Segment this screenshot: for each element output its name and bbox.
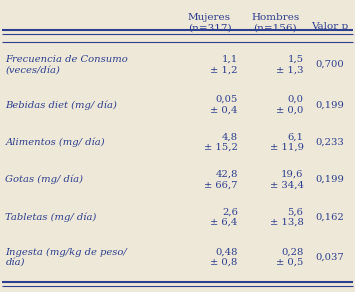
Text: 0,700: 0,700: [316, 60, 344, 69]
Text: 19,6
± 34,4: 19,6 ± 34,4: [269, 170, 304, 189]
Text: 1,5
± 1,3: 1,5 ± 1,3: [276, 55, 304, 74]
Text: Frecuencia de Consumo
(veces/día): Frecuencia de Consumo (veces/día): [5, 55, 128, 74]
Text: Alimentos (mg/ día): Alimentos (mg/ día): [5, 138, 105, 147]
Text: 0,05
± 0,4: 0,05 ± 0,4: [211, 95, 238, 114]
Text: Valor p: Valor p: [312, 22, 349, 31]
Text: Ingesta (mg/kg de peso/
día): Ingesta (mg/kg de peso/ día): [5, 248, 127, 267]
Text: 1,1
± 1,2: 1,1 ± 1,2: [211, 55, 238, 74]
Text: 0,0
± 0,0: 0,0 ± 0,0: [276, 95, 304, 114]
Text: 0,162: 0,162: [316, 213, 344, 221]
Text: 0,037: 0,037: [316, 253, 344, 262]
Text: Mujeres
(n=317): Mujeres (n=317): [188, 13, 231, 32]
Text: 42,8
± 66,7: 42,8 ± 66,7: [204, 170, 238, 189]
Text: 0,48
± 0,8: 0,48 ± 0,8: [211, 248, 238, 267]
Text: 4,8
± 15,2: 4,8 ± 15,2: [204, 133, 238, 152]
Text: 0,233: 0,233: [316, 138, 344, 147]
Text: 0,199: 0,199: [316, 175, 345, 184]
Text: Bebidas diet (mg/ día): Bebidas diet (mg/ día): [5, 100, 117, 110]
Text: 0,199: 0,199: [316, 100, 345, 109]
Text: Hombres
(n=156): Hombres (n=156): [251, 13, 299, 32]
Text: Tabletas (mg/ día): Tabletas (mg/ día): [5, 212, 97, 222]
Text: Gotas (mg/ día): Gotas (mg/ día): [5, 175, 83, 184]
Text: 2,6
± 6,4: 2,6 ± 6,4: [211, 207, 238, 227]
Text: 0,28
± 0,5: 0,28 ± 0,5: [276, 248, 304, 267]
Text: 6,1
± 11,9: 6,1 ± 11,9: [269, 133, 304, 152]
Text: 5,6
± 13,8: 5,6 ± 13,8: [270, 207, 304, 227]
